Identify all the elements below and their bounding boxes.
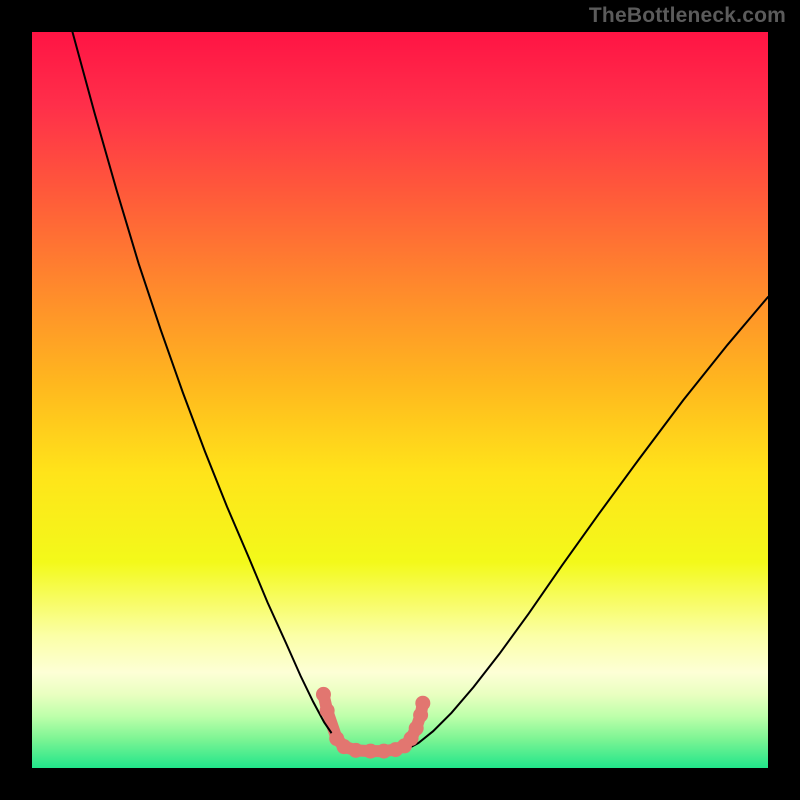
plot-area (32, 32, 768, 768)
watermark-text: TheBottleneck.com (589, 4, 786, 28)
marker-dot (316, 687, 331, 702)
chart-svg (0, 0, 800, 800)
marker-dot (415, 696, 430, 711)
marker-dot (363, 744, 378, 759)
marker-dot (409, 721, 424, 736)
marker-dot (320, 703, 335, 718)
chart-stage: TheBottleneck.com (0, 0, 800, 800)
marker-dot (348, 743, 363, 758)
